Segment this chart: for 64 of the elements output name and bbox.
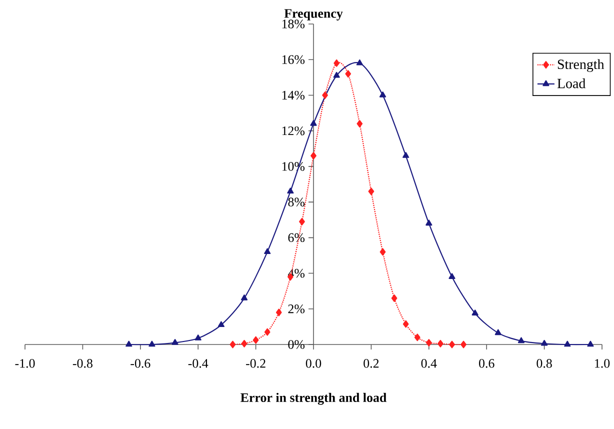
point [276,308,282,316]
point [287,188,294,194]
y-tick-label: 16% [282,55,305,64]
x-tick-label: -0.8 [72,359,92,368]
point [252,336,259,344]
x-tick-label: -0.4 [188,359,208,368]
x-tick-label: 0.8 [536,359,552,368]
point [218,321,224,328]
point [240,294,248,300]
x-tick-label: -0.2 [246,359,266,368]
point [426,338,432,346]
point [402,320,409,328]
point [264,328,270,336]
x-tick-label: 0.0 [306,359,322,368]
point [345,70,352,78]
y-tick-label: 14% [282,90,305,100]
point [310,152,316,160]
y-axis-title: Frequency [284,9,343,20]
point [194,334,202,340]
point [356,59,363,66]
y-tick-label: 2% [288,304,305,314]
point [126,340,132,347]
point [322,91,328,99]
point [448,273,456,279]
point [380,248,386,256]
y-tick-label: 6% [288,233,305,242]
point [230,340,236,348]
y-tick-label: 8% [288,198,305,206]
x-axis-title: Error in strength and load [240,392,387,405]
y-tick-label: 12% [282,126,305,136]
point [494,329,502,336]
x-tick-label: -0.6 [130,359,150,368]
point [402,152,410,158]
x-tick-label: 0.2 [364,359,379,368]
point [540,340,548,346]
point [299,218,305,226]
point [438,340,444,348]
x-tick-label: 0.6 [479,359,494,368]
point [518,337,525,344]
point [414,334,420,342]
point [333,72,340,78]
point [587,340,594,347]
point [449,340,455,348]
point [334,59,340,67]
point [264,248,271,254]
x-tick-label: 0.4 [421,359,437,368]
point [148,340,156,347]
y-tick-label: 18% [282,20,305,28]
point [426,220,432,226]
y-tick-label: 0% [288,340,305,349]
point [472,310,478,316]
point [172,338,178,345]
point [391,294,398,302]
point [460,340,466,348]
point [564,340,571,347]
point [379,91,386,98]
point [368,188,374,196]
x-tick-label: -1.0 [15,359,35,368]
legend-label: Load [557,78,586,88]
point [356,120,363,128]
legend-label: Strength [558,59,604,72]
x-tick-label: 1.0 [595,359,610,368]
point [310,120,317,126]
point [241,340,248,348]
